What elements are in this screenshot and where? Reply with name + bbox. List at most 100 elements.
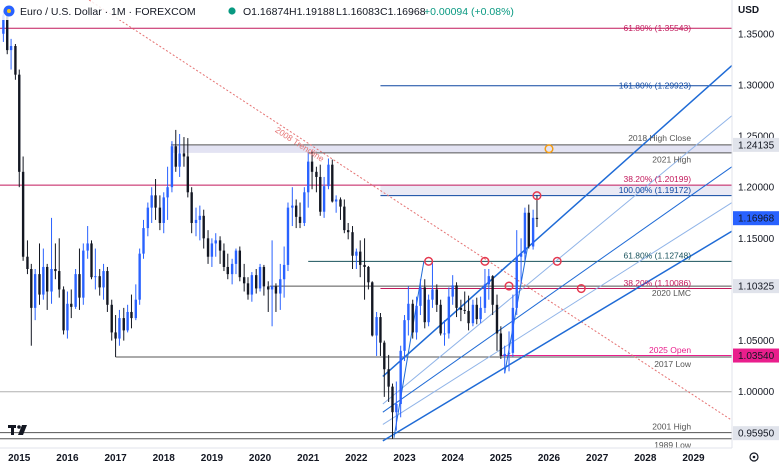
candle-96 xyxy=(387,354,390,402)
candle-6 xyxy=(26,240,29,275)
candle-104 xyxy=(419,279,422,316)
candle-body xyxy=(242,277,246,284)
candle-body xyxy=(170,146,174,188)
candle-111 xyxy=(447,287,451,339)
candle-122 xyxy=(491,275,494,316)
candle-123 xyxy=(495,294,499,351)
touch-marker-6 xyxy=(544,144,554,154)
candle-body xyxy=(218,240,222,251)
candle-106 xyxy=(427,294,430,327)
candle-body xyxy=(298,216,302,223)
candle-124 xyxy=(499,326,503,360)
candle-33 xyxy=(134,284,137,321)
candle-26 xyxy=(106,266,109,312)
time-tick-12: 2027 xyxy=(586,453,609,464)
levels-layer xyxy=(0,27,732,440)
candle-55 xyxy=(222,243,226,272)
time-tick-7: 2022 xyxy=(345,453,368,464)
settings-gear-icon[interactable] xyxy=(749,452,759,462)
candle-59 xyxy=(238,246,242,282)
candle-127 xyxy=(511,294,515,357)
candle-37 xyxy=(150,187,153,223)
candle-body xyxy=(270,286,274,290)
candle-50 xyxy=(202,209,205,249)
candle-76 xyxy=(307,152,310,208)
symbol-title[interactable]: Euro / U.S. Dollar · 1M · FOREXCOM xyxy=(20,6,196,18)
candle-body xyxy=(214,240,217,244)
candle-3 xyxy=(14,43,17,80)
candle-10 xyxy=(42,248,45,300)
candle-98 xyxy=(395,381,398,431)
candle-body xyxy=(9,46,13,51)
candle-92 xyxy=(371,281,374,337)
candle-95 xyxy=(383,340,386,397)
candle-body xyxy=(78,274,81,298)
candle-body xyxy=(234,250,238,264)
time-axis-panel[interactable] xyxy=(0,448,779,465)
trendline-0 xyxy=(88,0,733,421)
price-badge-label: 1.24135 xyxy=(738,140,775,151)
candle-body xyxy=(70,303,73,307)
price-axis-panel[interactable] xyxy=(732,0,779,465)
candle-body xyxy=(383,342,386,370)
candle-87 xyxy=(351,226,354,270)
touch-marker-3 xyxy=(532,191,542,201)
candle-70 xyxy=(282,246,286,298)
symbol-flag-icon[interactable] xyxy=(3,5,15,17)
candle-body xyxy=(158,207,162,223)
price-badge-1: 1.16968 xyxy=(733,211,779,226)
candle-body xyxy=(18,74,21,172)
candle-body xyxy=(315,171,318,177)
price-tick-5: 1.05000 xyxy=(738,336,775,347)
candle-body xyxy=(202,215,205,239)
candle-81 xyxy=(327,158,330,190)
price-badge-bg xyxy=(733,426,779,441)
level-label-10: 2017 Low xyxy=(654,359,692,369)
candle-body xyxy=(294,205,298,217)
candle-body xyxy=(415,305,418,333)
candle-36 xyxy=(146,202,150,237)
candle-38 xyxy=(154,178,157,220)
candle-body xyxy=(46,266,49,292)
candle-body xyxy=(327,164,330,187)
trendline-7 xyxy=(504,248,528,374)
candle-62 xyxy=(250,272,254,302)
candle-29 xyxy=(118,309,121,346)
candle-body xyxy=(467,310,470,324)
candle-4 xyxy=(18,69,21,188)
level-label-6: 61.80% (1.12748) xyxy=(623,251,691,261)
price-tick-6: 1.00000 xyxy=(738,387,775,398)
candle-103 xyxy=(415,296,418,340)
candle-body xyxy=(307,161,310,193)
candle-body xyxy=(471,304,475,324)
candle-43 xyxy=(174,129,177,172)
candle-112 xyxy=(451,275,454,305)
candle-body xyxy=(499,333,503,356)
candle-body xyxy=(443,333,446,335)
candle-125 xyxy=(503,345,506,374)
tradingview-logo-icon[interactable] xyxy=(8,425,27,435)
time-tick-0: 2015 xyxy=(8,453,31,464)
candle-body xyxy=(391,386,394,413)
svg-text:O1.16874 H1.19188: O1.16874 H1.19188 L1.16083 C1.16968 xyxy=(243,6,426,18)
price-tick-4: 1.15000 xyxy=(738,234,775,245)
candle-body xyxy=(102,271,105,288)
candle-7 xyxy=(30,263,33,346)
candle-85 xyxy=(343,199,346,234)
candle-32 xyxy=(130,294,133,329)
candle-117 xyxy=(471,299,475,327)
candle-11 xyxy=(46,263,49,310)
candle-body xyxy=(134,299,137,319)
level-label-2: 2018 High Close xyxy=(628,133,691,143)
candle-52 xyxy=(210,238,214,267)
candle-body xyxy=(423,287,426,323)
time-tick-5: 2020 xyxy=(249,453,272,464)
candle-17 xyxy=(70,289,73,319)
candle-body xyxy=(146,207,150,229)
candle-91 xyxy=(367,265,370,290)
candle-42 xyxy=(170,141,174,193)
candle-body xyxy=(255,275,258,289)
candle-body xyxy=(322,186,326,212)
